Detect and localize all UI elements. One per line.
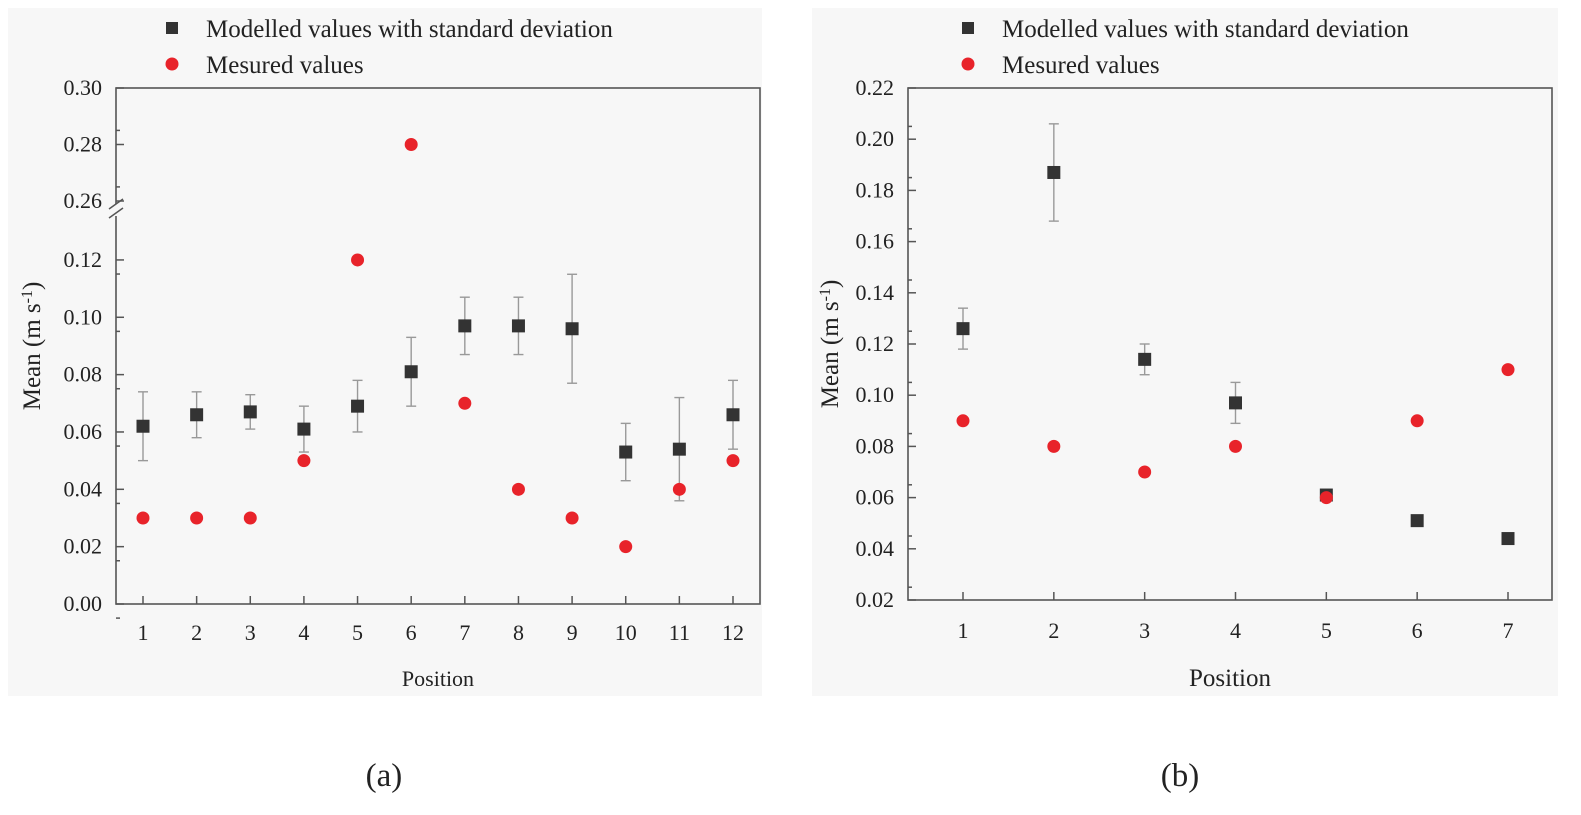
x-tick-label: 1 (138, 620, 149, 645)
panel-label: (b) (1161, 758, 1199, 794)
legend-label-measured: Mesured values (1002, 52, 1160, 79)
x-tick-label: 3 (245, 620, 256, 645)
x-tick-label: 2 (1048, 618, 1059, 643)
x-tick-label: 8 (513, 620, 524, 645)
x-tick-label: 4 (298, 620, 309, 645)
y-tick-label: 0.14 (856, 280, 895, 305)
y-tick-label: 0.00 (64, 591, 103, 616)
modelled-point (1047, 165, 1061, 179)
y-tick-label: 0.16 (856, 229, 895, 254)
modelled-point (511, 319, 525, 333)
x-tick-label: 11 (669, 620, 690, 645)
y-tick-label: 0.12 (64, 247, 103, 272)
x-tick-label: 9 (567, 620, 578, 645)
y-tick-label: 0.10 (64, 304, 103, 329)
x-tick-label: 12 (722, 620, 744, 645)
y-tick-label: 0.22 (856, 75, 895, 100)
axis-break-gap (108, 204, 124, 216)
measured-point (565, 511, 579, 525)
modelled-point (619, 445, 633, 459)
modelled-point (1410, 514, 1424, 528)
legend-label-measured: Mesured values (206, 52, 364, 79)
x-tick-label: 6 (1412, 618, 1423, 643)
x-tick-label: 7 (1503, 618, 1514, 643)
measured-point (726, 454, 740, 468)
modelled-point (565, 322, 579, 336)
chart-panel-a: 0.00 0.02 0.04 0.06 0.08 0.10 0.12 0.26 0.28 0.30… (8, 8, 762, 794)
modelled-point (297, 422, 311, 436)
legend-label-modelled: Modelled values with standard deviation (206, 16, 613, 43)
measured-point (351, 253, 365, 267)
x-tick-label: 3 (1139, 618, 1150, 643)
y-tick-label: 0.26 (64, 188, 103, 213)
panel-label: (a) (366, 758, 403, 794)
measured-point (1138, 465, 1152, 479)
y-tick-label: 0.06 (64, 419, 103, 444)
x-tick-label: 10 (615, 620, 637, 645)
modelled-point (458, 319, 472, 333)
measured-point (511, 482, 525, 496)
measured-point (404, 138, 418, 151)
measured-point (672, 482, 686, 496)
legend-marker-measured (961, 57, 975, 71)
plot-frame (115, 87, 761, 605)
measured-point (297, 454, 311, 468)
y-tick-label: 0.20 (856, 126, 895, 151)
measured-point (1229, 439, 1242, 453)
axis-break-mark (108, 207, 124, 219)
y-tick-label: 0.04 (856, 536, 895, 561)
x-axis-title: Position (1189, 665, 1271, 692)
y-axis-title: Mean (m s-1) (19, 282, 47, 411)
y-tick-label: 0.08 (856, 433, 895, 458)
y-tick-label: 0.02 (64, 534, 103, 559)
chart-panel-b: 0.02 0.04 0.06 0.08 0.10 0.12 0.14 0.16 0.18 0.20… (812, 8, 1558, 794)
y-tick-label: 0.30 (64, 75, 103, 100)
measured-point (1319, 491, 1333, 505)
modelled-point (190, 408, 204, 422)
legend-marker-modelled (166, 22, 178, 34)
legend-label-modelled: Modelled values with standard deviation (1002, 16, 1409, 43)
legend-marker-measured (165, 57, 179, 71)
y-axis-title: Mean (m s-1) (817, 280, 845, 409)
measured-point (956, 414, 970, 428)
modelled-point (243, 405, 257, 419)
y-tick-label: 0.02 (856, 587, 895, 612)
modelled-point (956, 322, 970, 336)
y-tick-label: 0.18 (856, 177, 895, 202)
measured-point (136, 511, 150, 525)
y-tick-label: 0.06 (856, 485, 895, 510)
y-tick-label: 0.04 (64, 476, 103, 501)
y-tick-label: 0.12 (856, 331, 895, 356)
y-tick-label: 0.28 (64, 132, 103, 157)
modelled-point (136, 419, 150, 433)
x-tick-label: 1 (958, 618, 969, 643)
measured-point (1501, 363, 1515, 377)
modelled-point (351, 399, 365, 413)
x-tick-label: 5 (1321, 618, 1332, 643)
x-tick-label: 2 (191, 620, 202, 645)
measured-point (1410, 414, 1424, 428)
x-tick-label: 5 (352, 620, 363, 645)
y-tick-label: 0.10 (856, 382, 895, 407)
modelled-point (1501, 532, 1515, 546)
legend-marker-modelled (962, 22, 974, 34)
modelled-point (404, 365, 418, 379)
measured-point (190, 511, 204, 525)
panel-background (812, 8, 1558, 696)
x-tick-label: 7 (459, 620, 470, 645)
measured-point (458, 396, 472, 410)
x-tick-label: 4 (1230, 618, 1241, 643)
modelled-point (1229, 396, 1242, 410)
x-tick-label: 6 (406, 620, 417, 645)
modelled-point (726, 408, 740, 422)
measured-point (243, 511, 257, 525)
measured-point (619, 540, 633, 554)
y-tick-label: 0.08 (64, 362, 103, 387)
panel-background (8, 8, 762, 696)
modelled-point (672, 442, 686, 456)
measured-point (1047, 439, 1061, 453)
x-axis-title: Position (402, 666, 474, 691)
modelled-point (1138, 352, 1152, 366)
